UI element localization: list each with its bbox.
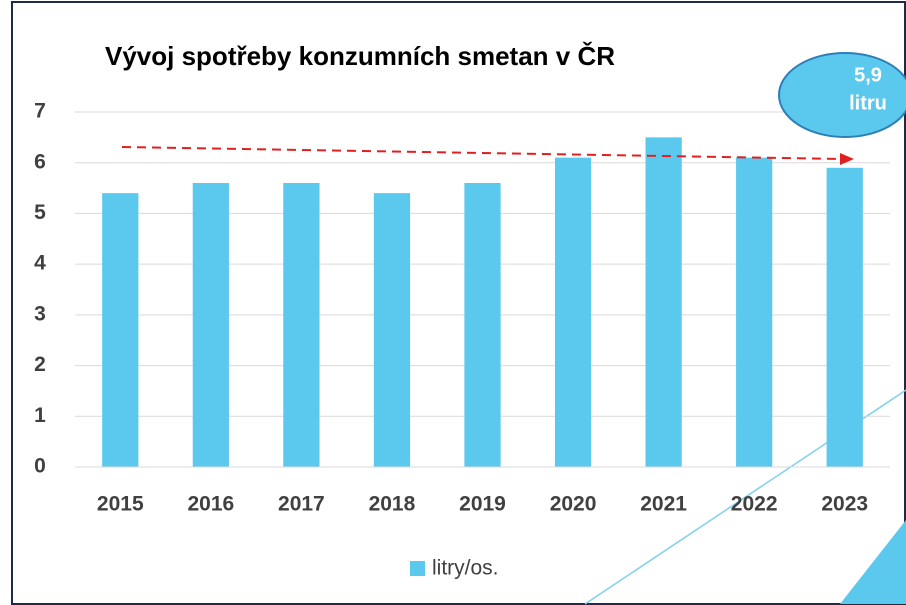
x-tick-label: 2022	[731, 493, 778, 516]
x-tick-label: 2020	[550, 493, 597, 516]
bar	[736, 157, 773, 467]
legend-label: litry/os.	[432, 557, 499, 580]
y-tick-label: 6	[34, 150, 46, 173]
bar	[373, 193, 411, 467]
y-tick-label: 1	[34, 404, 46, 427]
x-tick-label: 2017	[278, 493, 325, 516]
x-tick-label: 2016	[187, 493, 234, 516]
bar	[283, 183, 320, 467]
annotation-text: litru	[849, 92, 887, 114]
x-tick-label: 2015	[97, 493, 144, 516]
trend-arrow	[121, 146, 844, 160]
trend-arrow-head	[840, 153, 854, 165]
bar	[192, 183, 229, 467]
x-tick-label: 2023	[821, 493, 868, 516]
bar	[645, 137, 682, 467]
x-tick-label: 2021	[640, 493, 687, 516]
x-tick-label: 2018	[369, 493, 416, 516]
bar	[102, 193, 139, 467]
bar	[826, 167, 863, 468]
y-tick-label: 3	[34, 302, 46, 325]
y-tick-label: 0	[34, 455, 46, 478]
legend-swatch	[410, 561, 425, 576]
decor-triangle	[840, 520, 906, 604]
y-tick-label: 2	[34, 353, 46, 376]
chart-title: Vývoj spotřeby konzumních smetan v ČR	[105, 41, 615, 71]
y-tick-label: 4	[34, 252, 46, 275]
bar	[464, 183, 501, 467]
x-tick-label: 2019	[459, 493, 506, 516]
bar	[554, 157, 592, 467]
y-tick-label: 7	[34, 100, 46, 123]
annotation-text: 5,9	[854, 64, 882, 86]
y-tick-label: 5	[34, 201, 46, 224]
annotation-bubble	[778, 52, 906, 138]
